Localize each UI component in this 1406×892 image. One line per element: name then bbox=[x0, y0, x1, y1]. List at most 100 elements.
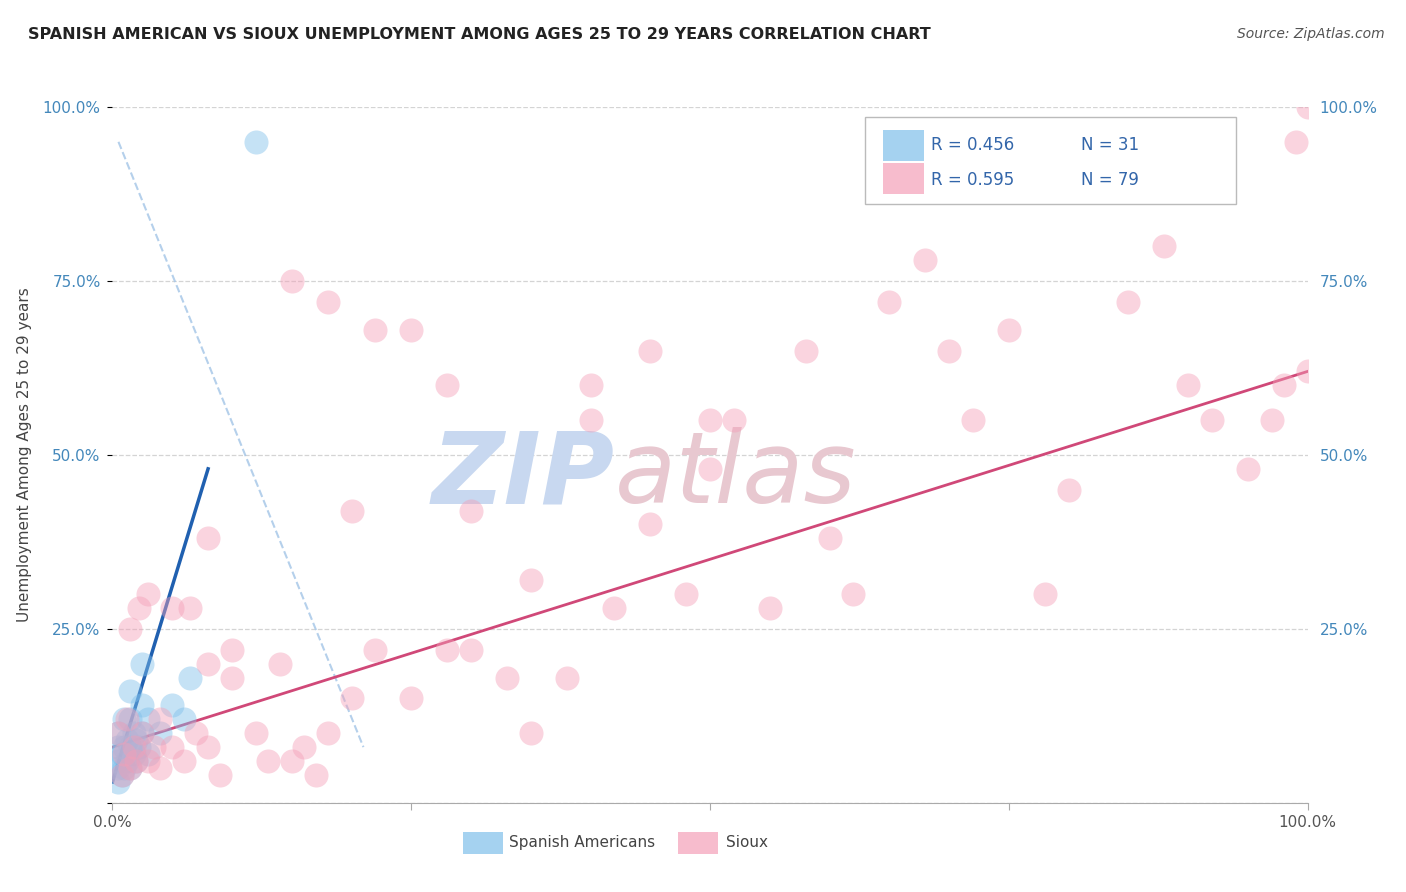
Point bbox=[120, 761, 142, 775]
Point bbox=[1296, 100, 1319, 114]
Point bbox=[1153, 239, 1175, 253]
Point bbox=[186, 726, 208, 740]
Point bbox=[114, 747, 135, 761]
Point bbox=[245, 135, 267, 149]
Point bbox=[197, 740, 219, 755]
Point bbox=[401, 691, 423, 706]
FancyBboxPatch shape bbox=[866, 118, 1236, 204]
Point bbox=[120, 622, 142, 636]
Point bbox=[1118, 294, 1140, 309]
Point bbox=[723, 413, 745, 427]
Point bbox=[962, 413, 984, 427]
Point bbox=[138, 747, 160, 761]
Point bbox=[115, 733, 138, 747]
Point bbox=[245, 726, 267, 740]
Point bbox=[401, 323, 423, 337]
Text: N = 31: N = 31 bbox=[1081, 136, 1139, 154]
Point bbox=[120, 712, 142, 726]
Point bbox=[1177, 378, 1199, 392]
Point bbox=[1261, 413, 1284, 427]
Point bbox=[115, 754, 138, 768]
Point bbox=[111, 768, 134, 782]
Point bbox=[1272, 378, 1295, 392]
Point bbox=[173, 754, 195, 768]
Point bbox=[162, 601, 183, 615]
Point bbox=[759, 601, 782, 615]
Point bbox=[675, 587, 697, 601]
Point bbox=[131, 726, 153, 740]
Point bbox=[281, 274, 304, 288]
Point bbox=[496, 671, 519, 685]
Point bbox=[460, 503, 482, 517]
Point bbox=[305, 768, 328, 782]
Point bbox=[107, 726, 129, 740]
Point bbox=[149, 712, 172, 726]
Point bbox=[107, 754, 129, 768]
Point bbox=[879, 294, 901, 309]
Point bbox=[138, 712, 160, 726]
Point bbox=[1285, 135, 1308, 149]
Text: SPANISH AMERICAN VS SIOUX UNEMPLOYMENT AMONG AGES 25 TO 29 YEARS CORRELATION CHA: SPANISH AMERICAN VS SIOUX UNEMPLOYMENT A… bbox=[28, 27, 931, 42]
Text: atlas: atlas bbox=[614, 427, 856, 524]
Point bbox=[603, 601, 626, 615]
Point bbox=[138, 587, 160, 601]
Point bbox=[120, 740, 142, 755]
Point bbox=[794, 343, 817, 358]
Point bbox=[115, 712, 138, 726]
Point bbox=[436, 378, 458, 392]
Point bbox=[131, 657, 153, 671]
Point bbox=[125, 754, 148, 768]
Text: ZIP: ZIP bbox=[432, 427, 614, 524]
Point bbox=[120, 761, 142, 775]
Point bbox=[131, 726, 153, 740]
Text: Spanish Americans: Spanish Americans bbox=[509, 835, 655, 850]
Text: N = 79: N = 79 bbox=[1081, 171, 1139, 189]
Point bbox=[179, 601, 201, 615]
Point bbox=[1237, 462, 1260, 476]
Point bbox=[162, 698, 183, 713]
Point bbox=[128, 740, 150, 755]
Point bbox=[938, 343, 960, 358]
FancyBboxPatch shape bbox=[883, 130, 924, 161]
Point bbox=[340, 503, 363, 517]
Point bbox=[257, 754, 280, 768]
Point bbox=[316, 726, 339, 740]
Point bbox=[120, 684, 142, 698]
Point bbox=[114, 740, 135, 755]
Point bbox=[122, 747, 145, 761]
Point bbox=[111, 768, 134, 782]
Point bbox=[460, 642, 482, 657]
Point bbox=[114, 761, 135, 775]
Point bbox=[364, 642, 387, 657]
Point bbox=[143, 740, 166, 755]
Point bbox=[221, 642, 243, 657]
Point bbox=[640, 517, 662, 532]
FancyBboxPatch shape bbox=[463, 832, 503, 855]
Point bbox=[209, 768, 232, 782]
Point bbox=[699, 413, 721, 427]
Point bbox=[149, 726, 172, 740]
Point bbox=[107, 740, 129, 755]
Point bbox=[197, 532, 219, 546]
Point bbox=[122, 726, 145, 740]
Point bbox=[520, 573, 543, 587]
Point bbox=[107, 775, 129, 789]
Point bbox=[122, 740, 145, 755]
Point bbox=[914, 253, 936, 268]
Point bbox=[818, 532, 841, 546]
Point bbox=[149, 761, 172, 775]
Point bbox=[114, 712, 135, 726]
Point bbox=[1201, 413, 1223, 427]
Point bbox=[179, 671, 201, 685]
Point bbox=[107, 726, 129, 740]
Point bbox=[281, 754, 304, 768]
Point bbox=[125, 754, 148, 768]
Point bbox=[316, 294, 339, 309]
FancyBboxPatch shape bbox=[883, 163, 924, 194]
Point bbox=[640, 343, 662, 358]
Point bbox=[173, 712, 195, 726]
Point bbox=[998, 323, 1021, 337]
Point bbox=[364, 323, 387, 337]
Point bbox=[699, 462, 721, 476]
Y-axis label: Unemployment Among Ages 25 to 29 years: Unemployment Among Ages 25 to 29 years bbox=[17, 287, 31, 623]
